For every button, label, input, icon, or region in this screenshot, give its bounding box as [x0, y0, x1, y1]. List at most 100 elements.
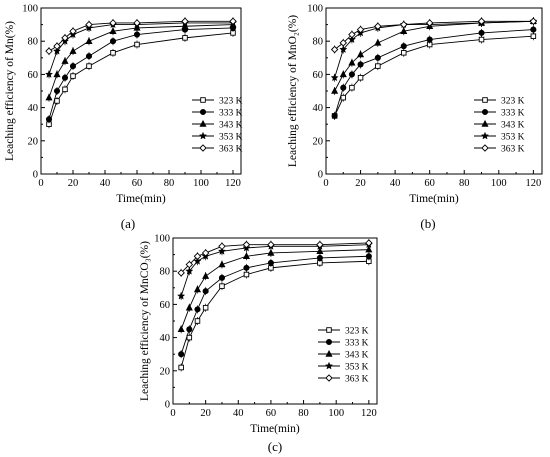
x-tick-label: 120: [525, 178, 541, 189]
y-tick-label: 60: [313, 70, 324, 81]
legend-label: 353 K: [501, 132, 525, 142]
data-point: [331, 112, 338, 119]
series: [177, 238, 373, 277]
series-line: [334, 20, 534, 78]
data-point: [357, 50, 365, 58]
legend-item: 333 K: [474, 108, 525, 118]
data-point: [85, 20, 93, 29]
x-tick-label: 80: [164, 178, 175, 189]
x-tick-label: 100: [491, 178, 507, 189]
legend-marker: [200, 97, 206, 103]
legend-marker: [198, 131, 208, 140]
legend-marker: [199, 108, 207, 116]
legend-item: 363 K: [192, 144, 243, 154]
data-point: [69, 63, 77, 70]
legend-marker: [324, 361, 334, 370]
data-point: [529, 17, 538, 26]
legend-item: 343 K: [318, 349, 369, 360]
data-point: [177, 269, 185, 277]
y-tick-label: 40: [160, 333, 171, 344]
data-point: [267, 240, 275, 249]
data-point: [69, 27, 77, 35]
data-point: [365, 239, 373, 247]
data-point: [178, 351, 185, 358]
y-tick-label: 100: [154, 234, 170, 245]
data-point: [339, 39, 348, 47]
x-tick-label: 120: [361, 408, 377, 419]
data-point: [45, 47, 53, 55]
legend-label: 363 K: [501, 144, 525, 154]
legend-marker: [199, 144, 207, 152]
legend: 323 K 333 K 343 K 353 K 363 K: [192, 96, 243, 154]
data-point: [62, 86, 68, 93]
data-point: [374, 38, 382, 46]
legend-marker: [481, 144, 489, 152]
x-axis-label: Time(min): [409, 193, 459, 205]
data-point: [182, 35, 188, 41]
series-line: [180, 260, 369, 368]
legend-item: 333 K: [192, 108, 243, 118]
series: [45, 23, 237, 124]
series: [330, 17, 538, 54]
legend-label: 343 K: [345, 350, 369, 360]
legend-item: 333 K: [318, 338, 369, 348]
y-axis-label: Leaching efficiency of MnO₂(%): [287, 15, 299, 167]
y-axis-label: Leaching efficiency of Mn(%): [4, 21, 16, 161]
legend-label: 353 K: [345, 362, 369, 372]
data-point: [109, 38, 117, 45]
data-point: [330, 45, 339, 54]
data-point: [186, 326, 193, 333]
data-point: [229, 17, 237, 26]
data-point: [331, 86, 339, 94]
data-point: [53, 42, 61, 50]
data-point: [349, 84, 355, 91]
y-tick-label: 80: [160, 267, 171, 278]
data-point: [53, 87, 61, 95]
x-tick-label: 120: [225, 178, 241, 189]
data-point: [400, 43, 407, 50]
legend-item: 363 K: [474, 144, 525, 154]
series: [331, 32, 537, 120]
data-point: [478, 29, 485, 36]
legend-item: 363 K: [318, 374, 369, 384]
data-point: [201, 249, 210, 257]
legend-label: 333 K: [345, 338, 369, 348]
data-point: [193, 252, 202, 260]
x-tick-label: 20: [68, 178, 79, 189]
data-point: [400, 27, 408, 34]
panel-label: (b): [420, 216, 435, 231]
data-point: [53, 70, 61, 78]
y-tick-label: 0: [165, 400, 170, 411]
data-point: [54, 98, 60, 104]
data-point: [243, 271, 250, 278]
data-point: [44, 70, 54, 78]
x-tick-label: 20: [200, 408, 211, 419]
data-point: [356, 25, 365, 34]
data-point: [374, 22, 382, 30]
x-tick-label: 100: [328, 408, 344, 419]
data-point: [243, 264, 250, 271]
data-point: [194, 306, 201, 313]
data-point: [365, 245, 373, 253]
data-point: [177, 325, 185, 333]
data-point: [186, 334, 193, 341]
series: [177, 245, 373, 334]
data-point: [340, 84, 347, 91]
legend-label: 323 K: [501, 96, 525, 106]
y-tick-label: 60: [160, 300, 171, 311]
legend-marker: [325, 349, 333, 357]
data-point: [478, 36, 485, 43]
y-axis-label: Leaching efficiency of MnCO₃(%): [139, 241, 151, 401]
y-tick-label: 20: [160, 366, 171, 377]
data-point: [348, 58, 356, 66]
data-point: [133, 31, 141, 38]
data-point: [267, 248, 275, 256]
data-point: [181, 17, 189, 26]
data-point: [61, 57, 69, 64]
y-tick-label: 60: [28, 70, 39, 81]
data-point: [61, 74, 69, 81]
y-tick-label: 0: [33, 170, 38, 181]
data-point: [194, 318, 201, 324]
legend-marker: [325, 338, 333, 346]
